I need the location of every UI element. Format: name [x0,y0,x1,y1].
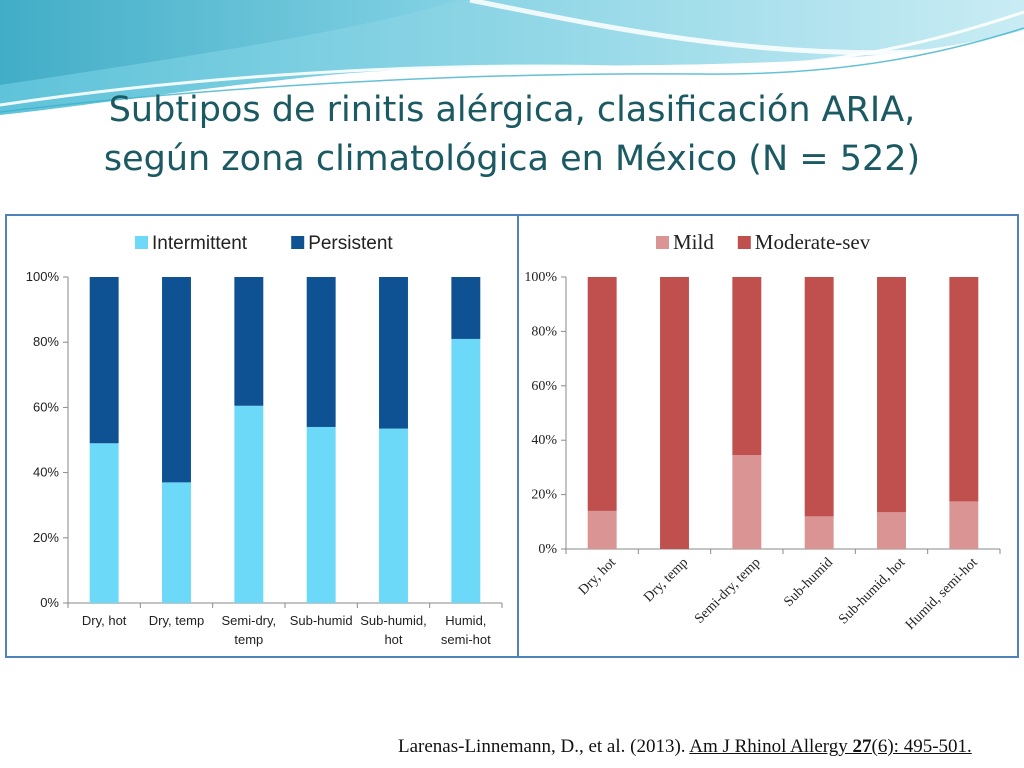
bar-mild-3 [804,516,834,549]
bar-moderate-sev-3 [804,277,834,517]
x-tick-label: Sub-humid [781,555,836,610]
x-tick-label: Dry, hot [576,555,619,598]
slide-title: Subtipos de rinitis alérgica, clasificac… [40,86,984,184]
slide-title-line-1: Subtipos de rinitis alérgica, clasificac… [108,90,916,130]
legend-label-1: Persistent [308,233,393,254]
citation-journal: Am J Rhinol Allergy [689,736,853,757]
legend-swatch-0 [135,236,148,249]
bar-moderate-sev-0 [587,277,617,511]
bar-moderate-sev-1 [660,277,689,549]
legend-swatch-1 [291,236,305,249]
bar-moderate-sev-4 [877,277,906,513]
y-tick-label: 60% [531,379,557,394]
x-tick-label: Sub-humid, hot [836,555,908,627]
x-tick-label: Humid, semi-hot [903,555,981,633]
bar-persistent-5 [451,277,481,339]
bar-persistent-3 [306,277,336,427]
x-tick-label: hot [384,632,402,647]
bar-persistent-1 [162,277,191,483]
bar-persistent-4 [379,277,408,429]
y-tick-label: 20% [33,530,59,545]
citation-journal-link[interactable]: Am J Rhinol Allergy 27(6): 495-501. [689,736,972,757]
x-tick-label: Semi-dry, temp [692,555,764,627]
x-tick-label: Dry, temp [641,555,691,605]
legend-swatch-0 [656,236,669,249]
bar-intermittent-3 [306,426,336,603]
x-tick-label: semi-hot [441,632,491,647]
y-tick-label: 80% [531,324,557,339]
x-tick-label: Dry, temp [149,613,204,628]
bar-intermittent-5 [451,338,481,603]
y-tick-label: 40% [531,433,557,448]
y-tick-label: 100% [26,269,60,284]
citation-authors: Larenas-Linnemann, D., et al. (2013). [398,736,690,757]
bar-intermittent-2 [234,405,264,603]
bar-persistent-2 [234,277,264,406]
header-swoosh-decoration [0,0,1024,115]
y-tick-label: 0% [538,542,557,557]
chart-right-plot: Mild Moderate-sev 0% 20% 40% 60% 80% 100% Dry, h… [524,230,1001,633]
bar-intermittent-1 [162,482,191,603]
bar-mild-2 [732,455,762,549]
legend-swatch-1 [737,236,751,249]
citation-volume: 27 [852,736,872,757]
bar-intermittent-0 [89,443,119,603]
bar-intermittent-4 [379,428,408,603]
x-tick-label: Humid, [445,613,486,628]
chart-severity-mild-moderate: Mild Moderate-sev 0% 20% 40% 60% 80% 100% Dry, h… [517,214,1019,658]
bar-mild-0 [587,510,617,549]
y-tick-label: 40% [33,465,59,480]
x-tick-label: Dry, hot [82,613,127,628]
y-tick-label: 80% [33,334,59,349]
citation: Larenas-Linnemann, D., et al. (2013). Am… [398,736,972,758]
bar-mild-4 [877,512,906,549]
x-tick-label: Semi-dry, [222,613,277,628]
y-tick-label: 100% [524,270,557,285]
x-tick-label: Sub-humid [290,613,353,628]
y-tick-label: 60% [33,399,59,414]
x-tick-label: temp [234,632,263,647]
bar-mild-5 [949,501,979,549]
x-tick-label: Sub-humid, [360,613,426,628]
bar-moderate-sev-2 [732,277,762,456]
bar-persistent-0 [89,277,119,444]
y-tick-label: 20% [531,488,557,503]
chart-aria-intermittent-persistent: Intermittent Persistent 0% 20% 40% 60% 80% 100%… [5,214,517,658]
y-tick-label: 0% [40,595,59,610]
legend-label-0: Mild [673,230,714,254]
legend-label-1: Moderate-sev [755,230,871,254]
slide-title-line-2: según zona climatológica en México (N = … [103,139,921,179]
chart-left-plot: Intermittent Persistent 0% 20% 40% 60% 80% 100%… [26,233,503,647]
citation-issue-pages: (6): 495-501. [871,736,972,757]
bar-moderate-sev-5 [949,277,979,502]
legend-label-0: Intermittent [152,233,248,254]
